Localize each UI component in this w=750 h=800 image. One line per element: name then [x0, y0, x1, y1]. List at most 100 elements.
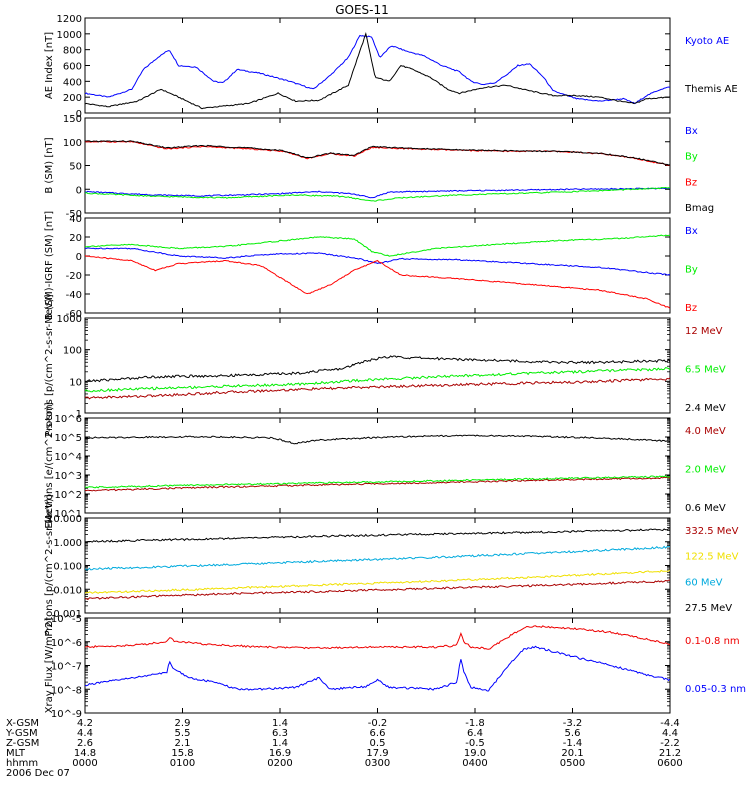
x-tick-label: -0.5: [465, 738, 485, 749]
x-tick-label: 2.6: [77, 738, 93, 749]
legend-entry: 2.0 MeV: [685, 465, 726, 476]
x-row-label: Y-GSM: [5, 728, 38, 739]
y-tick-label: 400: [63, 77, 82, 88]
y-tick-label: 0: [76, 252, 82, 263]
x-tick-label: 0600: [657, 758, 682, 769]
x-tick-label: -2.2: [660, 738, 680, 749]
y-tick-label: 10^6: [55, 414, 82, 425]
series-line-122-5-mev: [85, 569, 670, 594]
panel-frame: [84, 117, 671, 214]
y-tick-label: -40: [66, 290, 82, 301]
y-tick-label: 10^3: [55, 471, 82, 482]
x-tick-label: 0100: [170, 758, 195, 769]
legend-entry: By: [685, 265, 698, 276]
series-line-2-0-mev: [85, 475, 670, 489]
y-axis-label: AE Index [nT]: [44, 32, 55, 99]
y-axis-label: Xray Flux [W/m^2]: [44, 618, 55, 714]
legend-entry: Bx: [685, 226, 698, 237]
y-tick-label: 10^-7: [51, 662, 82, 673]
x-tick-label: -3.2: [563, 718, 583, 729]
series-line-by: [85, 186, 670, 202]
legend-entry: Themis AE: [684, 84, 738, 95]
y-tick-label: 100: [63, 346, 82, 357]
panel-bdiff: -60 -40 -20 0 20 40 B (SM)-IGRF (SM) [nT] Bx By B…: [44, 211, 698, 320]
x-tick-label: 20.1: [561, 748, 583, 759]
x-row-label: X-GSM: [6, 718, 39, 729]
x-tick-label: 21.2: [659, 748, 681, 759]
y-tick-label: 10^-9: [51, 709, 82, 720]
y-axis-label: Protons [p/(cm^2-s-sr-MeV)]: [44, 294, 55, 436]
x-tick-label: 0200: [267, 758, 292, 769]
x-tick-label: -1.8: [465, 718, 485, 729]
x-tick-label: 16.9: [269, 748, 291, 759]
chart-title: GOES-11: [335, 3, 389, 17]
legend-entry: Bz: [685, 177, 697, 188]
y-tick-label: 10.000: [47, 514, 82, 525]
x-tick-label: 6.3: [272, 728, 288, 739]
series-line-332-5-mev: [85, 579, 670, 601]
y-tick-label: 0.001: [53, 609, 82, 620]
x-tick-label: -1.4: [563, 738, 583, 749]
x-axis-labels: X-GSM 4.2 2.9 1.4 -0.2 -1.8 -3.2 -4.4 Y-GSM 4.4 5.…: [5, 718, 683, 779]
x-tick-label: 4.4: [662, 728, 678, 739]
legend-entry: 332.5 MeV: [685, 526, 739, 537]
panel-frame: [84, 617, 671, 714]
legend-entry: 12 MeV: [685, 326, 723, 337]
y-tick-label: 10^4: [55, 452, 82, 463]
legend-entry: Bx: [685, 126, 698, 137]
y-tick-label: 10^5: [55, 433, 82, 444]
x-tick-label: 15.8: [171, 748, 193, 759]
series-line-kyoto-ae: [85, 34, 670, 105]
x-row-label: Z-GSM: [6, 738, 39, 749]
y-tick-label: 1000: [57, 314, 82, 325]
x-tick-label: 0400: [462, 758, 487, 769]
y-tick-label: 600: [63, 62, 82, 73]
legend-entry: Bz: [685, 303, 697, 314]
x-tick-label: 2.1: [175, 738, 191, 749]
y-tick-label: 1: [76, 409, 82, 420]
legend-entry: 0.05-0.3 nm: [685, 684, 746, 695]
y-tick-label: -60: [66, 309, 82, 320]
x-tick-label: -0.2: [368, 718, 388, 729]
x-tick-label: 6.6: [370, 728, 386, 739]
series-line-themis-ae: [85, 31, 670, 110]
x-row-label: hhmm: [6, 758, 38, 769]
x-tick-label: 2.9: [175, 718, 191, 729]
series-line-2-4-mev: [85, 355, 670, 383]
y-tick-label: 800: [63, 46, 82, 57]
series-line-60-mev: [85, 545, 670, 571]
series-line-6-5-mev: [85, 367, 670, 393]
y-tick-label: 10^1: [55, 509, 82, 520]
y-tick-label: 40: [69, 214, 82, 225]
y-tick-label: 50: [69, 162, 82, 173]
y-tick-label: 10^-5: [51, 614, 82, 625]
series-line-by: [85, 234, 670, 257]
y-tick-label: 0: [76, 109, 82, 120]
y-axis-label: B (SM)-IGRF (SM) [nT]: [44, 211, 55, 320]
y-tick-label: 10^-6: [51, 638, 82, 649]
y-tick-label: 150: [63, 114, 82, 125]
y-axis-label: Electrons [e/(cm^2-s-sr)]: [44, 402, 55, 528]
legend-entry: By: [685, 152, 698, 163]
x-tick-label: 1.4: [272, 738, 288, 749]
series-line-bx: [85, 247, 670, 276]
legend-entry: 0.6 MeV: [685, 503, 726, 514]
y-tick-label: -50: [66, 209, 82, 220]
legend-entry: 6.5 MeV: [685, 365, 726, 376]
y-tick-label: 10^2: [55, 490, 82, 501]
series-line-0-1-0-8-nm: [85, 625, 670, 650]
series-line-0-6-mev: [85, 434, 670, 445]
x-tick-label: 4.4: [77, 728, 93, 739]
x-tick-label: 19.0: [464, 748, 486, 759]
panel-frame: [84, 417, 671, 514]
y-tick-label: -20: [66, 271, 82, 282]
y-axis-label: B (SM) [nT]: [44, 137, 55, 193]
legend-entry: Bmag: [685, 203, 714, 214]
x-tick-label: 1.4: [272, 718, 288, 729]
y-tick-label: 10^-8: [51, 685, 82, 696]
